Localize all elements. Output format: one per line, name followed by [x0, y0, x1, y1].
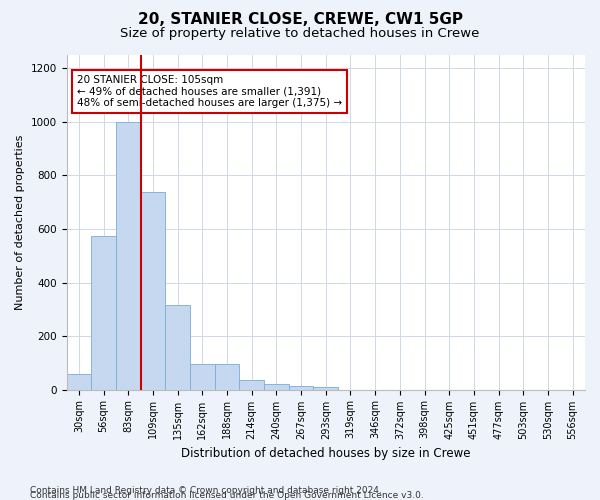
- Text: Contains public sector information licensed under the Open Government Licence v3: Contains public sector information licen…: [30, 491, 424, 500]
- Bar: [165, 306, 190, 390]
- Bar: [313, 387, 338, 390]
- X-axis label: Distribution of detached houses by size in Crewe: Distribution of detached houses by size …: [181, 447, 470, 460]
- Bar: [91, 236, 116, 390]
- Text: Contains HM Land Registry data © Crown copyright and database right 2024.: Contains HM Land Registry data © Crown c…: [30, 486, 382, 495]
- Text: 20 STANIER CLOSE: 105sqm
← 49% of detached houses are smaller (1,391)
48% of sem: 20 STANIER CLOSE: 105sqm ← 49% of detach…: [77, 75, 342, 108]
- Bar: [67, 374, 91, 390]
- Bar: [116, 122, 140, 390]
- Bar: [239, 380, 264, 390]
- Y-axis label: Number of detached properties: Number of detached properties: [15, 134, 25, 310]
- Bar: [264, 384, 289, 390]
- Bar: [140, 192, 165, 390]
- Bar: [215, 364, 239, 390]
- Bar: [190, 364, 215, 390]
- Bar: [289, 386, 313, 390]
- Text: 20, STANIER CLOSE, CREWE, CW1 5GP: 20, STANIER CLOSE, CREWE, CW1 5GP: [137, 12, 463, 28]
- Text: Size of property relative to detached houses in Crewe: Size of property relative to detached ho…: [121, 28, 479, 40]
